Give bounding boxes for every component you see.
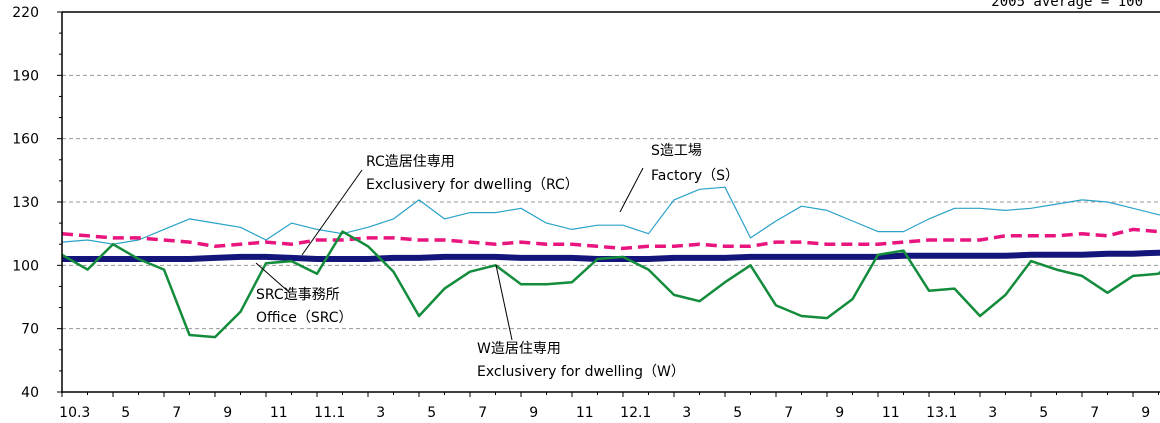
x-tick-label: 9 bbox=[529, 405, 538, 421]
x-tick-label: 5 bbox=[427, 405, 436, 421]
y-tick-label: 40 bbox=[21, 385, 39, 401]
x-tick-label: 11.1 bbox=[314, 405, 345, 421]
series-line-0 bbox=[61, 186, 1160, 245]
annotation-src-subtitle: Office（SRC） bbox=[256, 310, 353, 326]
y-tick-label: 70 bbox=[21, 322, 39, 338]
annotation-w-subtitle: Exclusivery for dwelling（W） bbox=[477, 364, 685, 380]
y-tick-label: 100 bbox=[12, 258, 39, 274]
x-tick-label: 11 bbox=[882, 405, 900, 421]
x-tick-label: 9 bbox=[223, 405, 232, 421]
x-axis-ticks: 10.3 5 7 9 11 11.1 3 5 7 9 11 12.1 3 5 7 9 11 13.1 3 5 7 9 bbox=[59, 392, 1159, 421]
annotation-rc-subtitle: Exclusivery for dwelling（RC） bbox=[366, 177, 579, 193]
annotation-leader-rc bbox=[301, 169, 363, 256]
x-tick-label: 9 bbox=[835, 405, 844, 421]
x-tick-label: 13.1 bbox=[926, 405, 957, 421]
x-tick-label: 3 bbox=[682, 405, 691, 421]
y-tick-label: 130 bbox=[12, 195, 39, 211]
series-lines bbox=[61, 186, 1160, 339]
x-tick-label: 9 bbox=[1141, 405, 1150, 421]
x-tick-label: 3 bbox=[376, 405, 385, 421]
x-tick-label: 10.3 bbox=[59, 405, 90, 421]
series-line-2 bbox=[62, 249, 1160, 262]
y-tick-label: 160 bbox=[12, 132, 39, 148]
annotation-leader-w bbox=[495, 264, 513, 341]
y-axis-ticks: 40 70 100 130 160 190 220 bbox=[12, 5, 62, 401]
x-tick-label: 11 bbox=[270, 405, 288, 421]
y-tick-label: 190 bbox=[12, 68, 39, 84]
annotation-rc-title: RC造居住専用 bbox=[366, 154, 455, 170]
series-line-3 bbox=[61, 230, 1160, 339]
x-tick-label: 7 bbox=[784, 405, 793, 421]
annotation-leader-s bbox=[619, 167, 644, 213]
x-tick-label: 5 bbox=[121, 405, 130, 421]
annotation-leader-src bbox=[255, 262, 291, 294]
x-tick-label: 12.1 bbox=[620, 405, 651, 421]
x-tick-label: 7 bbox=[172, 405, 181, 421]
x-tick-label: 3 bbox=[988, 405, 997, 421]
annotation-w-title: W造居住専用 bbox=[477, 341, 561, 357]
x-tick-label: 7 bbox=[1090, 405, 1099, 421]
grid-lines bbox=[62, 74, 1160, 330]
y-tick-label: 220 bbox=[12, 5, 39, 21]
x-tick-label: 7 bbox=[478, 405, 487, 421]
x-tick-label: 5 bbox=[733, 405, 742, 421]
series-line-1 bbox=[61, 227, 1160, 251]
annotation-s-subtitle: Factory（S） bbox=[651, 168, 739, 184]
annotation-src-title: SRC造事務所 bbox=[256, 287, 340, 303]
x-tick-label: 11 bbox=[576, 405, 594, 421]
annotation-s-title: S造工場 bbox=[651, 143, 702, 159]
note-label: 2005 average = 100 bbox=[991, 0, 1143, 10]
x-tick-label: 5 bbox=[1039, 405, 1048, 421]
